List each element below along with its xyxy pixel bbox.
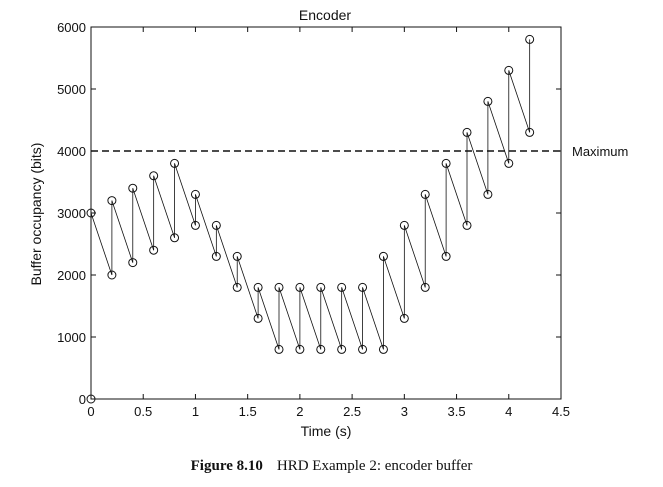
data-point: [378, 251, 388, 261]
series-segment: [424, 194, 447, 257]
data-point: [107, 196, 117, 206]
series-segment: [487, 101, 510, 164]
data-point: [253, 313, 263, 323]
series-segment: [236, 256, 259, 319]
series-segment: [466, 132, 489, 195]
data-point: [420, 282, 430, 292]
x-tick-label: 2: [296, 404, 303, 419]
data-point: [378, 344, 388, 354]
data-point: [107, 270, 117, 280]
data-point: [337, 344, 347, 354]
data-point: [253, 282, 263, 292]
data-point: [462, 127, 472, 137]
y-tick-label: 0: [79, 392, 86, 407]
series-segment: [341, 287, 363, 350]
maximum-label: Maximum: [572, 144, 628, 159]
data-point: [441, 158, 451, 168]
data-point: [420, 189, 430, 199]
series-segment: [320, 287, 343, 350]
x-tick-label: 3.5: [448, 404, 466, 419]
caption-text: HRD Example 2: encoder buffer: [276, 458, 473, 474]
x-tick-label: 0.5: [134, 404, 152, 419]
series-segment: [278, 287, 301, 350]
data-point: [86, 208, 96, 218]
data-point: [399, 220, 409, 230]
data-point: [232, 282, 242, 292]
y-tick-label: 6000: [57, 20, 86, 35]
data-point: [316, 344, 326, 354]
series-segment: [195, 194, 217, 257]
series-segment: [90, 212, 113, 276]
data-point: [504, 65, 514, 75]
y-tick-label: 4000: [57, 144, 86, 159]
data-point: [337, 282, 347, 292]
series-segment: [174, 163, 196, 226]
data-point: [525, 127, 535, 137]
data-point: [274, 344, 284, 354]
data-point: [483, 189, 493, 199]
series-segment: [445, 163, 468, 226]
data-point: [232, 251, 242, 261]
data-point: [211, 220, 221, 230]
series-segment: [508, 70, 531, 133]
data-point: [170, 233, 180, 243]
data-point: [190, 220, 200, 230]
data-point: [295, 282, 305, 292]
series-segment: [299, 287, 322, 350]
x-tick-label: 2.5: [343, 404, 361, 419]
series-segment: [153, 175, 175, 238]
reference-line-group: Maximum: [91, 144, 628, 159]
chart-title: Encoder: [299, 7, 351, 23]
data-point: [441, 251, 451, 261]
data-point: [358, 282, 368, 292]
x-tick-label: 1: [192, 404, 199, 419]
data-point: [211, 251, 221, 261]
data-point: [525, 34, 535, 44]
data-point: [504, 158, 514, 168]
data-point: [128, 258, 138, 268]
data-point: [149, 171, 159, 181]
series-segment: [111, 200, 134, 263]
x-tick-label: 4: [505, 404, 512, 419]
data-point: [295, 344, 305, 354]
caption-figure-number: Figure 8.10: [190, 458, 263, 474]
series-segment: [362, 287, 384, 350]
axis-ticks: 0 0.5 1 1.5 2 2.5 3 3.5 4 4.5 0 1000 2000 3000 4000 500…: [57, 20, 570, 419]
x-tick-label: 4.5: [552, 404, 570, 419]
data-point: [462, 220, 472, 230]
data-point: [483, 96, 493, 106]
data-point: [86, 394, 96, 404]
data-point: [128, 183, 138, 193]
series-segment: [215, 225, 238, 288]
data-point: [316, 282, 326, 292]
data-point: [399, 313, 409, 323]
series-segment: [132, 188, 155, 251]
plot-area: [90, 26, 562, 400]
series-segment: [383, 256, 405, 319]
y-tick-label: 1000: [57, 330, 86, 345]
x-tick-label: 0: [87, 404, 94, 419]
data-point: [170, 158, 180, 168]
series-group: [86, 34, 535, 404]
x-tick-label: 1.5: [239, 404, 257, 419]
series-segment: [257, 287, 280, 350]
x-axis-label: Time (s): [301, 423, 352, 439]
data-point: [190, 189, 200, 199]
y-axis-label: Buffer occupancy (bits): [28, 143, 44, 286]
y-tick-label: 3000: [57, 206, 86, 221]
chart: Encoder Buffer occupancy (bits) Time (s)…: [28, 7, 628, 439]
figure-caption: Figure 8.10 HRD Example 2: encoder buffer: [0, 458, 663, 475]
y-tick-label: 2000: [57, 268, 86, 283]
series-segment: [403, 225, 426, 288]
y-tick-label: 5000: [57, 82, 86, 97]
data-point: [274, 282, 284, 292]
x-tick-label: 3: [401, 404, 408, 419]
data-point: [358, 344, 368, 354]
data-point: [149, 245, 159, 255]
